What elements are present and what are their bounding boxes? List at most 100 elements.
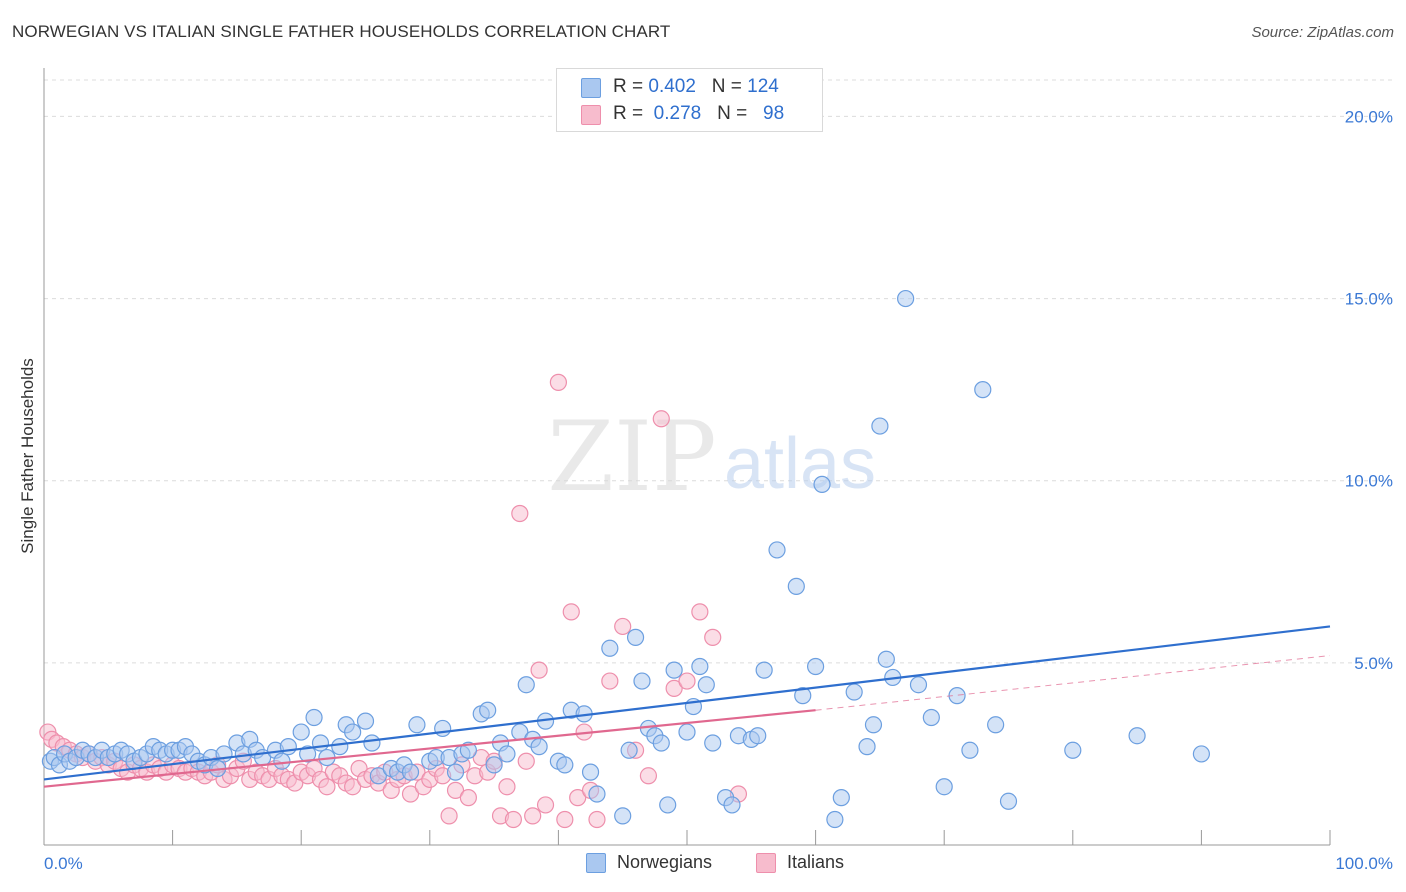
norwegian-point <box>652 734 670 752</box>
norwegian-point <box>678 723 696 741</box>
norwegian-point <box>813 475 831 493</box>
y-tick-label: 5.0% <box>1354 654 1393 673</box>
x-tick-label: 100.0% <box>1335 854 1393 873</box>
source-label: Source: ZipAtlas.com <box>1251 24 1394 41</box>
norwegian-point <box>434 719 452 738</box>
norwegian-point <box>755 661 773 679</box>
axes <box>43 68 1331 846</box>
norwegian-point <box>401 763 420 781</box>
norwegian-point <box>588 785 606 803</box>
italian-point <box>549 373 568 391</box>
norwegian-point <box>356 712 375 730</box>
italian-point <box>504 810 522 829</box>
norwegian-point <box>446 763 465 781</box>
italian-point <box>517 752 535 770</box>
norwegian-point <box>897 289 915 308</box>
norwegian-point <box>292 723 310 741</box>
norwegian-point <box>485 756 503 774</box>
italian-point <box>446 781 465 799</box>
norwegian-point <box>601 639 619 657</box>
legend-r-label: R = <box>613 103 644 124</box>
norwegian-point <box>877 650 895 668</box>
legend-label-italians: Italians <box>787 852 845 872</box>
norwegian-point <box>858 738 876 756</box>
norwegian-point <box>749 727 767 745</box>
italian-point <box>678 672 696 690</box>
italian-point <box>601 672 619 690</box>
chart-title: NORWEGIAN VS ITALIAN SINGLE FATHER HOUSE… <box>12 22 671 41</box>
norwegian-point <box>826 810 844 829</box>
legend-swatch-italians <box>581 105 601 125</box>
trendlines <box>43 625 1331 788</box>
legend-swatch-italians <box>756 853 776 873</box>
norwegian-point <box>1064 741 1082 759</box>
italian-point <box>524 807 542 825</box>
y-tick-label: 15.0% <box>1345 290 1393 309</box>
y-tick-label: 20.0% <box>1345 107 1393 126</box>
italian-point <box>440 807 458 825</box>
italian-point <box>665 679 683 697</box>
norwegian-point <box>614 807 632 825</box>
watermark-zip: ZIP <box>547 401 716 513</box>
y-tick-label: 10.0% <box>1345 472 1393 491</box>
italian-point <box>652 410 670 428</box>
norwegians-trendline <box>43 625 1331 781</box>
norwegian-point <box>794 687 812 705</box>
watermark-atlas: atlas <box>724 424 876 504</box>
legend-n-label: N = <box>711 76 742 97</box>
legend-r-value-norwegians: 0.402 <box>648 76 696 97</box>
italian-point <box>344 778 362 796</box>
legend-r-value-italians: 0.278 <box>653 103 702 124</box>
italian-point <box>691 603 709 621</box>
norwegian-point <box>331 738 349 756</box>
norwegian-point <box>459 741 477 759</box>
italian-point <box>459 789 477 807</box>
norwegian-point <box>273 752 291 770</box>
norwegian-point <box>659 796 677 814</box>
legend-swatch-norwegians <box>586 853 606 873</box>
norwegian-point <box>864 716 883 734</box>
italian-point <box>562 603 580 621</box>
norwegian-point <box>633 672 651 690</box>
norwegian-point <box>279 738 297 756</box>
norwegian-point <box>768 541 786 559</box>
norwegian-point <box>832 789 850 807</box>
norwegian-point <box>1128 727 1146 745</box>
norwegian-point <box>999 792 1018 810</box>
norwegian-point <box>922 708 940 727</box>
norwegian-point <box>691 657 709 676</box>
norwegian-point <box>909 676 928 694</box>
norwegian-point <box>665 661 683 679</box>
legend-label-norwegians: Norwegians <box>617 852 713 872</box>
norwegian-point <box>845 683 863 701</box>
tick-labels: 5.0% 10.0% 15.0% 20.0% 0.0% 100.0% <box>44 107 1393 873</box>
norwegian-point <box>987 716 1005 734</box>
norwegian-point <box>556 756 574 774</box>
x-tick-label: 0.0% <box>44 854 83 873</box>
norwegian-point <box>961 741 979 759</box>
norwegian-point <box>806 657 825 676</box>
italian-point <box>588 810 606 829</box>
norwegian-point <box>344 723 362 741</box>
italian-point <box>614 617 632 636</box>
norwegian-point <box>517 676 535 694</box>
norwegian-point <box>408 716 426 734</box>
norwegian-point <box>581 763 600 781</box>
norwegian-point <box>935 778 953 796</box>
norwegian-point <box>787 577 805 595</box>
italians-trendline <box>43 709 816 788</box>
italians-trendline-extension <box>815 655 1331 711</box>
legend-n-value-italians: 98 <box>763 103 785 124</box>
norwegian-point <box>498 745 516 763</box>
norwegian-point <box>299 745 317 763</box>
italian-point <box>401 785 420 803</box>
legend-r-label: R = <box>613 76 644 97</box>
italian-point <box>536 796 555 814</box>
norwegian-point <box>723 796 741 814</box>
italian-point <box>569 789 587 807</box>
points-layer <box>39 289 1211 829</box>
italian-point <box>639 767 658 785</box>
norwegian-point <box>530 738 548 756</box>
norwegian-point <box>363 734 381 752</box>
